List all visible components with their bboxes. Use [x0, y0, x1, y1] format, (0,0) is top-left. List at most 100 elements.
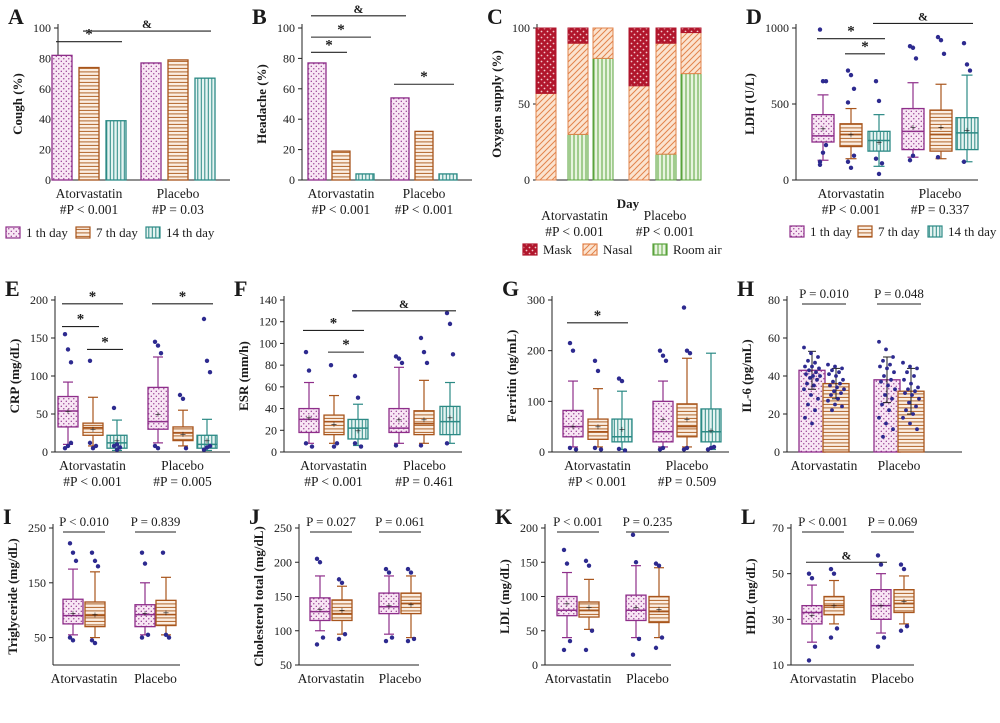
data-point — [905, 370, 909, 375]
outlier-point — [848, 72, 854, 78]
outlier-point — [355, 395, 361, 400]
significance-mark: * — [85, 27, 93, 43]
comparison-p-label: P = 0.069 — [868, 514, 918, 529]
mean-marker: + — [155, 409, 161, 421]
data-point — [912, 374, 916, 378]
outlier-point — [806, 571, 812, 576]
panel-L: L 10 30 50 70 HDL (mg/dL) Atorvastatin Placebo P… — [741, 504, 917, 686]
legend-label: 7 th day — [96, 225, 138, 240]
stacked-bar-segment — [628, 85, 650, 181]
group-label: Atorvastatin — [300, 458, 367, 473]
outlier-point — [95, 564, 101, 569]
outlier-point — [383, 638, 389, 644]
outlier-point — [68, 440, 74, 446]
box — [331, 599, 353, 622]
outlier-point — [592, 358, 598, 363]
panel-letter: I — [3, 504, 12, 529]
legend-label: Room air — [673, 242, 722, 257]
data-point — [830, 368, 834, 373]
comparison-p-label: P = 0.027 — [306, 514, 356, 529]
outlier-point — [62, 446, 68, 451]
group-label: Placebo — [644, 208, 687, 223]
bar — [822, 382, 850, 453]
data-point — [813, 408, 817, 413]
legend-swatch — [652, 243, 668, 256]
data-point — [907, 400, 911, 405]
comparison-p-label: P = 0.839 — [131, 514, 181, 529]
y-axis-label: Cough (%) — [10, 73, 25, 135]
y-tick-label: 200 — [30, 293, 48, 307]
y-tick-label: 40 — [768, 369, 780, 383]
outlier-point — [163, 632, 169, 638]
outlier-point — [845, 68, 851, 73]
outlier-point — [656, 563, 662, 568]
y-tick-label: 40 — [265, 402, 277, 416]
mean-marker: + — [633, 602, 639, 614]
data-point — [842, 387, 846, 392]
box — [57, 395, 79, 428]
outlier-point — [342, 631, 348, 637]
panel-letter: F — [234, 276, 247, 301]
outlier-point — [92, 558, 98, 564]
data-point — [841, 377, 845, 382]
data-point — [810, 421, 814, 426]
outlier-point — [309, 444, 315, 449]
outlier-point — [564, 561, 570, 566]
outlier-point — [336, 636, 342, 642]
y-tick-label: 0 — [774, 445, 780, 459]
mean-marker: + — [355, 425, 361, 437]
y-tick-label: 80 — [39, 51, 51, 65]
stacked-bar-segment — [655, 27, 677, 44]
mean-marker: + — [938, 122, 944, 134]
data-point — [877, 415, 881, 420]
outlier-point — [913, 56, 919, 61]
box — [347, 418, 369, 440]
outlier-point — [910, 153, 916, 158]
y-axis-label: CRP (mg/dL) — [7, 339, 22, 414]
outlier-point — [660, 353, 666, 358]
outlier-point — [592, 445, 598, 451]
mean-marker: + — [831, 601, 837, 613]
legend-label: 14 th day — [948, 224, 997, 239]
legend-swatch — [857, 225, 873, 238]
significance-mark: & — [842, 548, 852, 562]
bar — [51, 54, 73, 181]
outlier-point — [583, 558, 589, 564]
outlier-point — [87, 440, 93, 446]
mean-marker: + — [848, 129, 854, 141]
box — [413, 410, 435, 436]
outlier-point — [73, 558, 79, 564]
significance-mark: & — [918, 9, 928, 23]
outlier-point — [817, 27, 823, 32]
y-tick-label: 100 — [512, 21, 530, 35]
group-p-value: #P = 0.337 — [911, 202, 970, 217]
outlier-point — [152, 443, 158, 449]
y-tick-label: 0 — [532, 658, 538, 672]
y-tick-label: 500 — [771, 97, 789, 111]
box — [893, 589, 915, 614]
outlier-point — [207, 370, 213, 375]
y-tick-label: 40 — [39, 112, 51, 126]
outlier-point — [68, 360, 74, 365]
outlier-point — [619, 378, 625, 384]
outlier-point — [65, 347, 71, 352]
group-label: Atorvastatin — [791, 458, 858, 473]
y-tick-label: 0 — [539, 445, 545, 459]
outlier-point — [65, 443, 71, 449]
group-label: Atorvastatin — [56, 186, 123, 201]
panel-A: A 0 20 40 60 80 100 Cough (%) Atorvastatin#P < 0… — [5, 4, 230, 240]
data-point — [891, 427, 895, 432]
y-tick-label: 250 — [274, 521, 292, 535]
data-point — [888, 362, 892, 367]
outlier-point — [907, 158, 913, 163]
data-point — [826, 362, 830, 367]
outlier-point — [207, 443, 213, 449]
outlier-point — [961, 159, 967, 164]
outlier-point — [383, 566, 389, 572]
bar — [194, 77, 216, 181]
data-point — [879, 379, 883, 384]
stacked-bar-segment — [680, 27, 702, 34]
outlier-point — [657, 348, 663, 353]
panel-letter: A — [8, 4, 24, 29]
